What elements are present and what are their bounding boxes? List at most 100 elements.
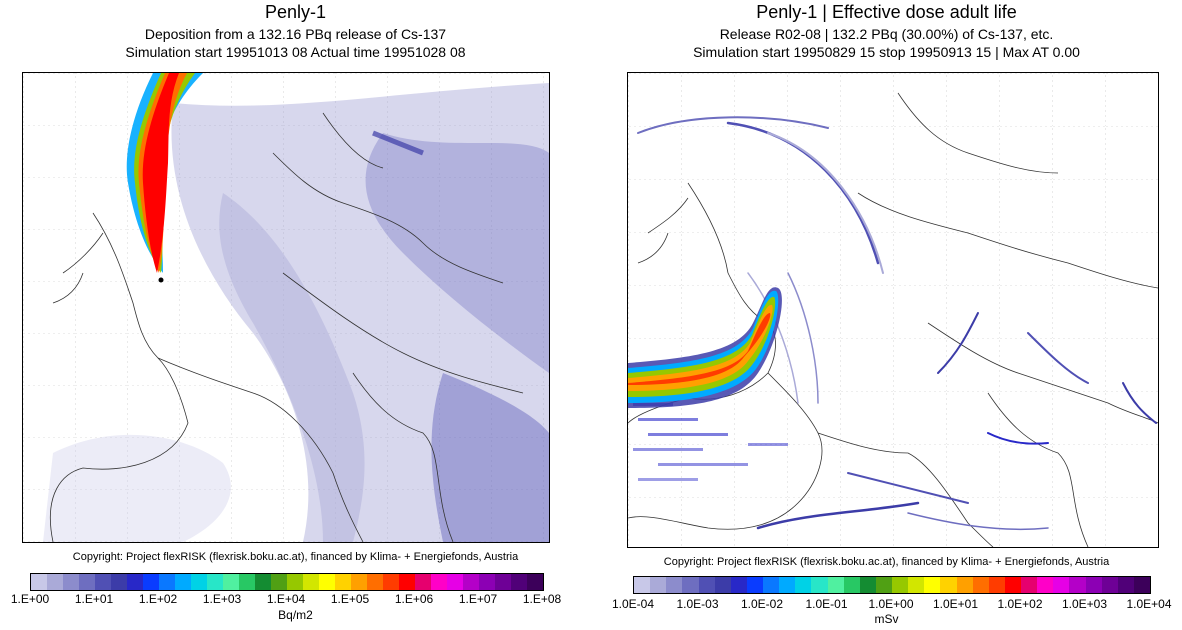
colorbar-unit: Bq/m2 <box>278 608 313 622</box>
colorbar-tick-label: 1.0E+03 <box>1061 597 1108 611</box>
colorbar-cell <box>367 574 383 590</box>
colorbar-tick-label: 1.0E+00 <box>868 597 914 611</box>
colorbar-cell <box>111 574 127 590</box>
colorbar-cell <box>463 574 479 590</box>
colorbar-ticks: 1.0E-04 1.0E-03 1.0E-02 1.0E-01 1.0E+00 1.0E+… <box>612 597 1172 613</box>
colorbar-tick-label: 1.0E-02 <box>740 597 784 611</box>
colorbar-cell <box>511 574 527 590</box>
colorbar-cell <box>1133 577 1150 593</box>
colorbar-cell <box>271 574 287 590</box>
colorbar-tick-label: 1.E+03 <box>202 592 242 606</box>
colorbar-tick-label: 1.0E-03 <box>676 597 719 611</box>
colorbar-cell <box>479 574 495 590</box>
dose-map <box>627 72 1159 548</box>
colorbar-cell <box>239 574 255 590</box>
colorbar-cell <box>1085 577 1102 593</box>
colorbar-cell <box>956 577 973 593</box>
panel-subtitle-release: Release R02-08 | 132.2 PBq (30.00%) of C… <box>719 26 1054 42</box>
colorbar-cell <box>1037 577 1054 593</box>
copyright-notice: Copyright: Project flexRISK (flexrisk.bo… <box>72 551 519 563</box>
colorbar-cell <box>1053 577 1070 593</box>
colorbar-cell <box>650 577 667 593</box>
colorbar-cell <box>159 574 175 590</box>
colorbar-cell <box>319 574 335 590</box>
colorbar-tick-label: 1.E+06 <box>394 592 434 606</box>
colorbar-tick-label: 1.E+00 <box>10 592 50 606</box>
colorbar-cell <box>79 574 95 590</box>
colorbar-tick-label: 1.0E+04 <box>1126 597 1172 611</box>
colorbar-cell <box>795 577 812 593</box>
colorbar-cell <box>303 574 319 590</box>
colorbar-tick-label: 1.E+01 <box>74 592 114 606</box>
colorbar-cell <box>988 577 1005 593</box>
colorbar-unit: mSv <box>874 612 899 626</box>
colorbar-tick-label: 1.0E+01 <box>932 597 979 611</box>
colorbar-cell <box>746 577 763 593</box>
colorbar-tick-label: 1.E+02 <box>138 592 178 606</box>
colorbar-cell <box>287 574 303 590</box>
colorbar-cell <box>634 577 651 593</box>
colorbar-cell <box>351 574 367 590</box>
release-site-marker <box>158 277 164 283</box>
colorbar <box>633 576 1151 594</box>
deposition-map-canvas <box>23 73 549 542</box>
colorbar-cell <box>714 577 731 593</box>
colorbar-cell <box>730 577 747 593</box>
colorbar-cell <box>95 574 111 590</box>
colorbar-cell <box>495 574 511 590</box>
colorbar-cell <box>972 577 989 593</box>
deposition-plume <box>126 73 203 273</box>
panel-subtitle-time: Simulation start 19950829 15 stop 199509… <box>693 44 1080 60</box>
colorbar-cell <box>763 577 780 593</box>
colorbar-cell <box>924 577 941 593</box>
deposition-panel: Penly-1 Deposition from a 132.16 PBq rel… <box>11 2 561 622</box>
colorbar-cell <box>811 577 828 593</box>
colorbar-cell <box>1117 577 1134 593</box>
colorbar-cell <box>143 574 159 590</box>
colorbar-tick-label: 1.0E-01 <box>805 597 848 611</box>
panel-subtitle-release: Deposition from a 132.16 PBq release of … <box>144 26 447 42</box>
colorbar-cell <box>908 577 925 593</box>
colorbar-cell <box>31 574 47 590</box>
coastlines <box>49 112 524 542</box>
colorbar-tick-label: 1.0E+02 <box>997 597 1043 611</box>
colorbar-tick-label: 1.E+04 <box>266 592 306 606</box>
colorbar-cell <box>255 574 271 590</box>
colorbar-cell <box>859 577 876 593</box>
colorbar-cell <box>779 577 796 593</box>
colorbar-cell <box>682 577 699 593</box>
dose-plume <box>628 287 782 408</box>
colorbar-cell <box>399 574 415 590</box>
panel-subtitle-time: Simulation start 19951013 08 Actual time… <box>125 44 466 60</box>
colorbar-cell <box>415 574 431 590</box>
colorbar-cell <box>843 577 860 593</box>
panel-title: Penly-1 <box>264 2 327 22</box>
colorbar-cell <box>1101 577 1118 593</box>
colorbar-cell <box>940 577 957 593</box>
colorbar-cell <box>1069 577 1086 593</box>
dose-streaks <box>637 116 1157 531</box>
colorbar-cell <box>666 577 683 593</box>
colorbar-cell <box>698 577 715 593</box>
colorbar-cell <box>1004 577 1021 593</box>
panel-title: Penly-1 | Effective dose adult life <box>756 2 1017 22</box>
colorbar-cell <box>47 574 63 590</box>
colorbar-cell <box>383 574 399 590</box>
colorbar-cell <box>892 577 909 593</box>
colorbar-tick-label: 1.E+05 <box>330 592 370 606</box>
colorbar-tick-label: 1.E+08 <box>522 592 562 606</box>
dose-panel: Penly-1 | Effective dose adult life Rele… <box>591 0 1182 630</box>
colorbar-cell <box>223 574 239 590</box>
colorbar-ticks: 1.E+00 1.E+01 1.E+02 1.E+03 1.E+04 1.E+05 1.E+… <box>11 592 561 608</box>
colorbar-cell <box>1021 577 1038 593</box>
dose-map-canvas <box>628 73 1158 547</box>
copyright-notice: Copyright: Project flexRISK (flexrisk.bo… <box>663 556 1110 568</box>
colorbar-cell <box>827 577 844 593</box>
colorbar-tick-label: 1.E+07 <box>458 592 498 606</box>
colorbar <box>30 573 544 591</box>
colorbar-cell <box>431 574 447 590</box>
deposition-haze <box>43 83 549 542</box>
colorbar-cell <box>127 574 143 590</box>
colorbar-cell <box>63 574 79 590</box>
colorbar-cell <box>447 574 463 590</box>
